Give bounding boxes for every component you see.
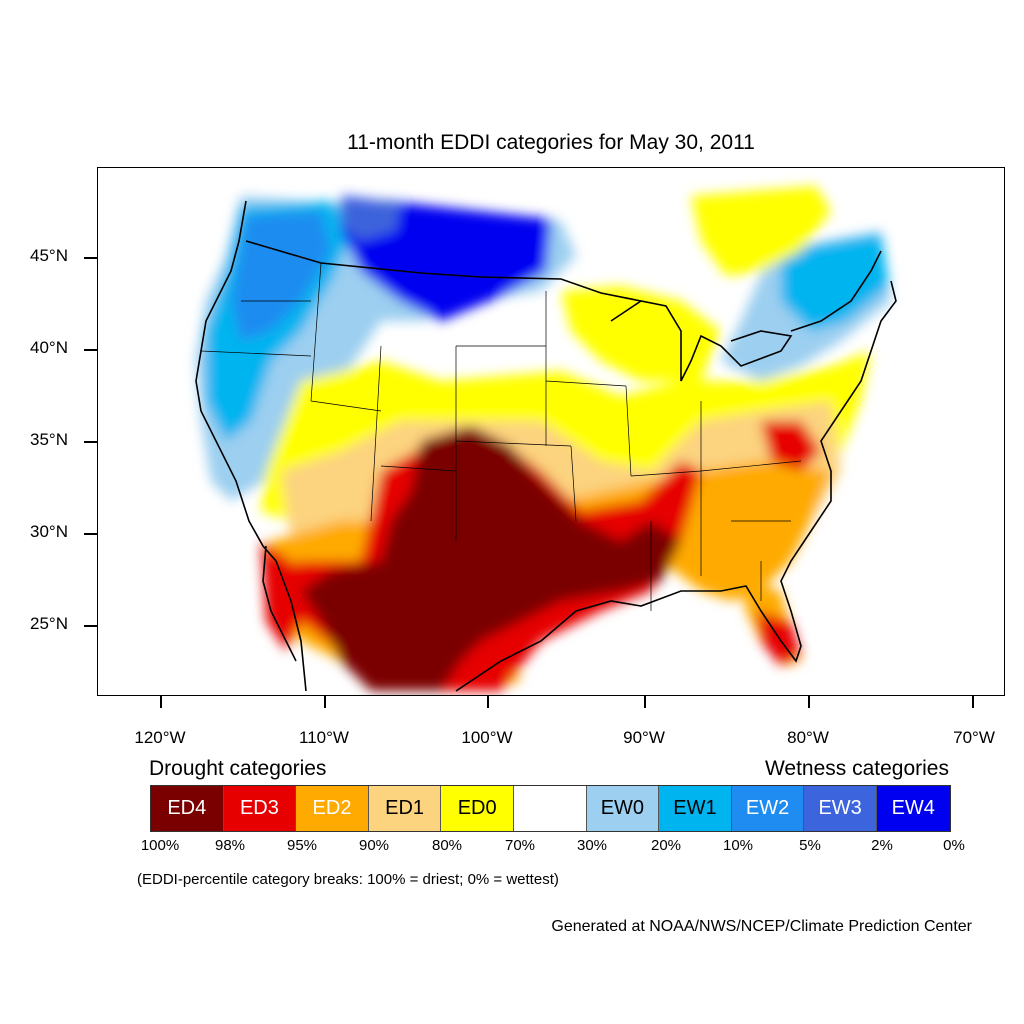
swatch-ew0: EW0 <box>586 786 660 831</box>
pct-label: 80% <box>431 837 463 854</box>
lat-tick <box>84 257 97 259</box>
pct-label: 30% <box>576 837 608 854</box>
lon-label-120w: 120°W <box>134 728 186 747</box>
region-ew1-northeast <box>781 233 889 331</box>
pct-label: 98% <box>214 837 246 854</box>
swatch-ed0: ED0 <box>441 786 514 831</box>
swatch-ew4: EW4 <box>876 786 950 831</box>
map-panel <box>97 167 1005 696</box>
region-ed0-michigan <box>691 186 831 276</box>
lat-label-45: 45°N <box>30 246 68 265</box>
swatch-normal <box>513 786 587 831</box>
region-ed3-virginia <box>761 421 821 471</box>
swatch-label: EW3 <box>818 797 862 819</box>
lon-tick <box>487 696 489 708</box>
lat-tick <box>84 441 97 443</box>
swatch-label: EW2 <box>745 797 790 819</box>
great-lakes-outline <box>610 300 793 382</box>
region-ed3-baja <box>261 541 301 651</box>
credit-line: Generated at NOAA/NWS/NCEP/Climate Predi… <box>551 918 972 935</box>
swatch-ew2: EW2 <box>731 786 805 831</box>
lon-tick <box>808 696 810 708</box>
swatch-label: ED3 <box>239 797 279 819</box>
swatch-label: EW0 <box>600 797 645 819</box>
pct-label: 0% <box>943 837 965 854</box>
wetness-heading: Wetness categories <box>764 757 949 780</box>
northeast-border <box>790 250 882 332</box>
lat-tick <box>84 349 97 351</box>
swatch-label: ED1 <box>385 797 425 819</box>
lat-label-25: 25°N <box>30 614 68 633</box>
swatch-ed1: ED1 <box>368 786 442 831</box>
lon-tick <box>160 696 162 708</box>
lon-label-80w: 80°W <box>787 728 829 747</box>
pct-label: 70% <box>504 837 536 854</box>
region-ew3-plains <box>341 199 401 241</box>
pct-label: 100% <box>140 837 180 854</box>
lon-label-90w: 90°W <box>623 728 665 747</box>
map-title: 11-month EDDI categories for May 30, 201… <box>347 131 755 154</box>
baja-coastline <box>262 545 297 662</box>
region-ed4-southern-plains <box>301 426 681 691</box>
category-breaks-note: (EDDI-percentile category breaks: 100% =… <box>137 871 559 888</box>
region-ed2-southeast <box>561 461 831 601</box>
lat-label-35: 35°N <box>30 430 68 449</box>
swatch-ed3: ED3 <box>223 786 297 831</box>
swatch-label: EW4 <box>891 797 935 819</box>
lat-tick <box>84 533 97 535</box>
swatch-ed2: ED2 <box>296 786 369 831</box>
swatch-label: ED4 <box>167 797 207 819</box>
west-coastline <box>195 200 307 692</box>
lat-label-40: 40°N <box>30 338 68 357</box>
category-legend: ED4 ED3 ED2 ED1 ED0 EW0 EW1 EW2 EW3 EW4 <box>150 785 951 832</box>
swatch-label: EW1 <box>673 797 717 819</box>
pct-label: 20% <box>650 837 682 854</box>
pct-label: 5% <box>799 837 821 854</box>
lon-tick <box>324 696 326 708</box>
lon-tick <box>644 696 646 708</box>
lon-tick <box>972 696 974 708</box>
swatch-label: ED0 <box>457 797 497 819</box>
pct-label: 90% <box>358 837 390 854</box>
pct-label: 95% <box>286 837 318 854</box>
lon-label-70w: 70°W <box>953 728 995 747</box>
drought-heading: Drought categories <box>149 757 327 780</box>
region-ed0-central <box>261 351 871 521</box>
pct-label: 2% <box>871 837 893 854</box>
swatch-ew3: EW3 <box>804 786 877 831</box>
gulf-coastline <box>455 280 897 692</box>
swatch-ed4: ED4 <box>151 786 224 831</box>
lat-tick <box>84 625 97 627</box>
eddi-map <box>195 186 897 692</box>
swatch-ew1: EW1 <box>659 786 732 831</box>
lon-label-110w: 110°W <box>299 728 349 747</box>
pct-label: 10% <box>722 837 754 854</box>
lat-label-30: 30°N <box>30 522 68 541</box>
state-borders <box>200 262 802 611</box>
lon-label-100w: 100°W <box>461 728 513 747</box>
swatch-label: ED2 <box>312 797 352 819</box>
